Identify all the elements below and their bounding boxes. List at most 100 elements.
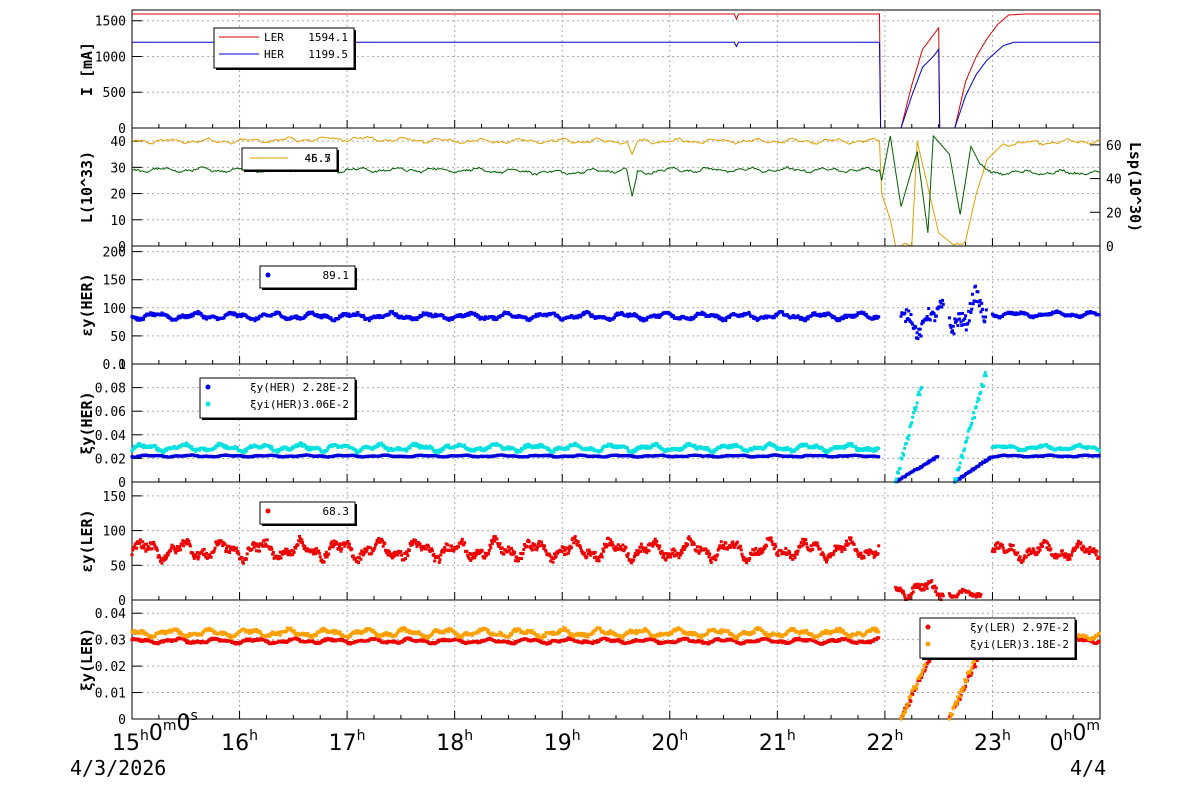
data-point [827,555,831,559]
data-point [907,434,911,438]
data-point [962,323,966,327]
data-point [301,541,305,545]
data-point [751,548,755,552]
data-point [800,544,804,548]
data-point [450,316,454,320]
data-point [144,549,148,553]
data-point [785,552,789,556]
data-point [704,547,708,551]
data-point [924,583,928,587]
data-point [212,549,216,553]
data-point [325,448,329,452]
legend-value: 2.28E-2 [303,381,349,394]
data-point [921,320,925,324]
data-point [335,444,339,448]
data-point [977,300,981,304]
data-point [513,559,517,563]
data-point [333,319,337,323]
data-point [165,551,169,555]
data-point [286,446,290,450]
data-point [771,442,775,446]
data-point [606,536,610,540]
data-point [153,314,157,318]
data-point [615,313,619,317]
data-point [362,552,366,556]
data-point [789,450,793,454]
data-point [176,548,180,552]
data-point [362,315,366,319]
data-point [742,556,746,560]
data-point [652,542,656,546]
data-point [958,312,962,316]
data-point [1048,444,1052,448]
data-point [411,540,415,544]
data-point [689,315,693,319]
data-point [981,384,985,388]
data-point [473,551,477,555]
data-point [164,557,168,561]
data-point [579,548,583,552]
data-point [491,317,495,321]
y-tick-label: 10 [110,214,126,229]
data-point [281,552,285,556]
data-point [745,448,749,452]
panel-frame [131,481,1101,601]
data-point [917,333,921,337]
data-point [188,542,192,546]
data-point [568,544,572,548]
data-point [652,540,656,544]
data-point [975,400,979,404]
data-point [181,539,185,543]
data-point [478,317,482,321]
data-point [930,579,934,583]
data-point [274,312,278,316]
data-point [162,450,166,454]
data-point [268,547,272,551]
data-point [848,444,852,448]
data-point [877,447,881,451]
data-point [306,445,310,449]
data-point [916,393,920,397]
data-point [559,549,563,553]
data-point [351,554,355,558]
data-point [842,546,846,550]
data-point [632,558,636,562]
data-point [868,447,872,451]
data-point [1047,313,1051,317]
data-point [702,446,706,450]
data-point [476,552,480,556]
data-point [828,555,832,559]
data-point [543,544,547,548]
data-point [850,442,854,446]
data-point [670,548,674,552]
data-point [395,448,399,452]
data-point [801,543,805,547]
data-point [914,336,918,340]
data-point [681,546,685,550]
data-point [651,544,655,548]
data-point [904,320,908,324]
data-point [330,443,334,447]
legend-box [213,27,355,69]
data-point [804,538,808,542]
data-point [683,545,687,549]
data-point [967,319,971,323]
data-point [175,547,179,551]
data-point [335,542,339,546]
data-point [908,425,912,429]
data-point [635,549,639,553]
data-point [1093,311,1097,315]
data-point [450,544,454,548]
data-point [838,547,842,551]
data-point [372,446,376,450]
data-point [469,559,473,563]
data-point [360,549,364,553]
data-point [1055,309,1059,313]
data-point [642,549,646,553]
y-tick-label: 100 [103,302,126,317]
data-point [537,539,541,543]
data-point [972,411,976,415]
data-point [462,542,466,546]
data-point [723,317,727,321]
